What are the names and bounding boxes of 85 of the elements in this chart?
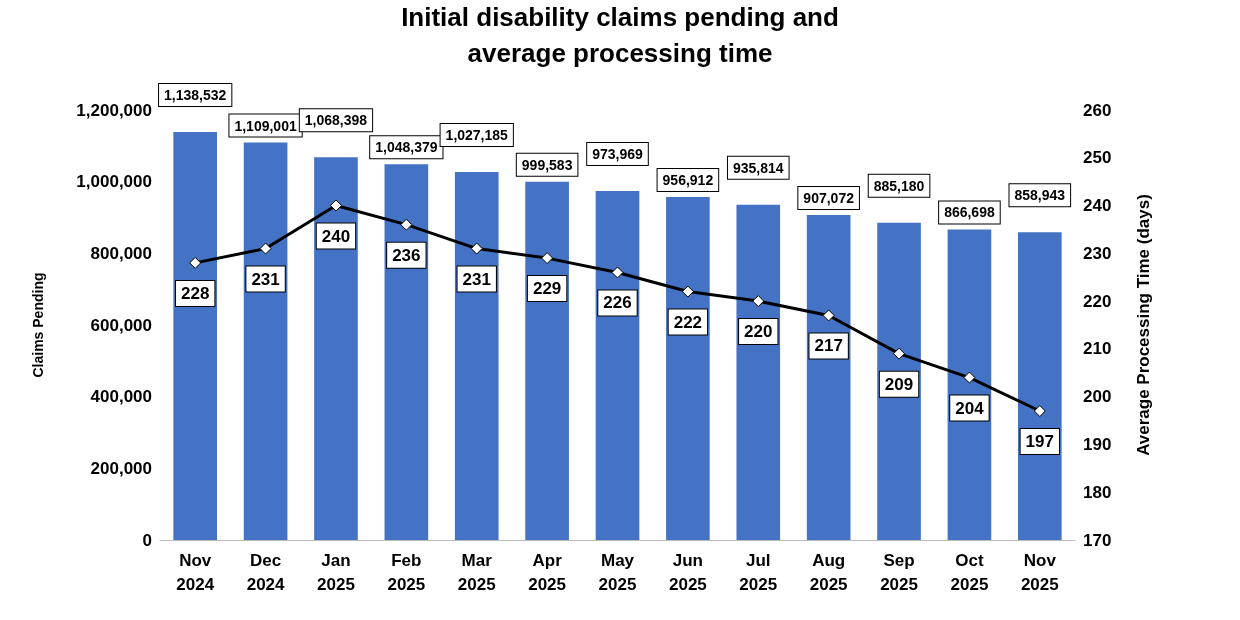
bar	[806, 214, 851, 540]
x-tick-label: Jan 2025	[317, 550, 355, 594]
data-label: 229	[532, 279, 562, 299]
x-tick-label: Apr 2025	[528, 550, 567, 594]
y-tick-label: 0	[142, 530, 152, 550]
chart-title: Initial disability claims pending and average processing time	[401, 2, 839, 68]
y2-tick-label: 210	[1083, 339, 1112, 359]
data-label: 209	[884, 374, 914, 394]
y2-tick-label: 220	[1083, 291, 1112, 311]
data-label: 973,969	[592, 145, 644, 162]
point	[259, 242, 272, 255]
y2-tick-label: 190	[1083, 434, 1112, 454]
point	[400, 218, 413, 231]
y-tick-label: 600,000	[90, 315, 152, 335]
y2-tick-label: 260	[1083, 100, 1112, 120]
data-label: 935,814	[732, 159, 784, 176]
data-label: 217	[814, 336, 843, 356]
data-label: 226	[603, 293, 632, 313]
y2-axis-title: Average Processing Time (days)	[1134, 194, 1153, 456]
x-tick-label: Oct 2025	[950, 550, 989, 594]
point	[681, 285, 694, 298]
data-label: 1,027,185	[445, 126, 509, 143]
data-label: 956,912	[662, 172, 714, 189]
bar	[877, 222, 921, 540]
x-tick-label: Nov 2025	[1020, 550, 1059, 594]
point	[893, 347, 906, 360]
bar	[314, 157, 358, 540]
point	[822, 309, 835, 322]
bar	[384, 164, 429, 540]
data-label: 1,109,001	[234, 117, 297, 134]
y-tick-label: 400,000	[90, 387, 152, 407]
y2-tick-label: 170	[1083, 530, 1112, 550]
bar	[666, 197, 710, 540]
y2-tick-label: 230	[1083, 243, 1112, 263]
data-label: 1,068,398	[304, 112, 368, 129]
y-tick-label: 200,000	[90, 458, 152, 478]
y2-tick-label: 240	[1083, 196, 1112, 216]
x-tick-label: Aug 2025	[809, 550, 848, 594]
y2-tick-label: 200	[1083, 387, 1112, 407]
data-label: 197	[1025, 432, 1054, 451]
y-tick-label: 800,000	[90, 243, 152, 263]
point	[189, 256, 202, 269]
point	[541, 252, 554, 265]
bar	[525, 181, 569, 540]
x-tick-label: Mar 2025	[457, 550, 496, 594]
data-label: 204	[955, 398, 985, 418]
data-label: 999,583	[521, 156, 573, 173]
data-label: 885,180	[873, 177, 925, 194]
x-tick-label: Dec 2024	[246, 550, 286, 594]
point	[1033, 405, 1046, 417]
data-label: 907,072	[803, 189, 855, 206]
x-tick-label: Sep 2025	[880, 550, 918, 594]
data-label: 236	[392, 245, 421, 265]
bar	[1017, 232, 1062, 540]
bar	[947, 229, 992, 540]
data-label: 228	[181, 283, 210, 303]
bar	[454, 171, 499, 540]
data-label: 231	[251, 269, 280, 289]
point	[611, 266, 624, 279]
y2-tick-label: 250	[1083, 148, 1112, 168]
point	[963, 371, 976, 384]
bar	[173, 132, 218, 540]
data-label: 220	[744, 322, 773, 342]
bar	[595, 190, 640, 540]
x-tick-label: Jun 2025	[668, 550, 707, 594]
x-tick-label: Nov 2024	[176, 550, 215, 594]
point	[752, 295, 765, 308]
y-axis-title: Claims Pending	[30, 272, 46, 378]
data-label: 1,048,379	[375, 139, 438, 156]
x-tick-label: Jul 2025	[739, 550, 778, 594]
point	[329, 199, 342, 212]
data-label: 858,943	[1014, 187, 1066, 204]
data-label: 1,138,532	[164, 87, 227, 104]
y-tick-label: 1,200,000	[76, 100, 152, 120]
x-tick-label: May 2025	[598, 550, 637, 594]
data-label: 231	[462, 269, 491, 289]
data-label: 222	[673, 312, 703, 332]
y-tick-label: 1,000,000	[76, 172, 152, 192]
data-label: 240	[321, 226, 351, 246]
y2-tick-label: 180	[1083, 482, 1112, 502]
point	[470, 242, 483, 255]
data-label: 866,698	[944, 204, 995, 221]
bar	[243, 142, 288, 540]
x-tick-label: Feb 2025	[387, 550, 426, 594]
bar	[736, 204, 781, 540]
